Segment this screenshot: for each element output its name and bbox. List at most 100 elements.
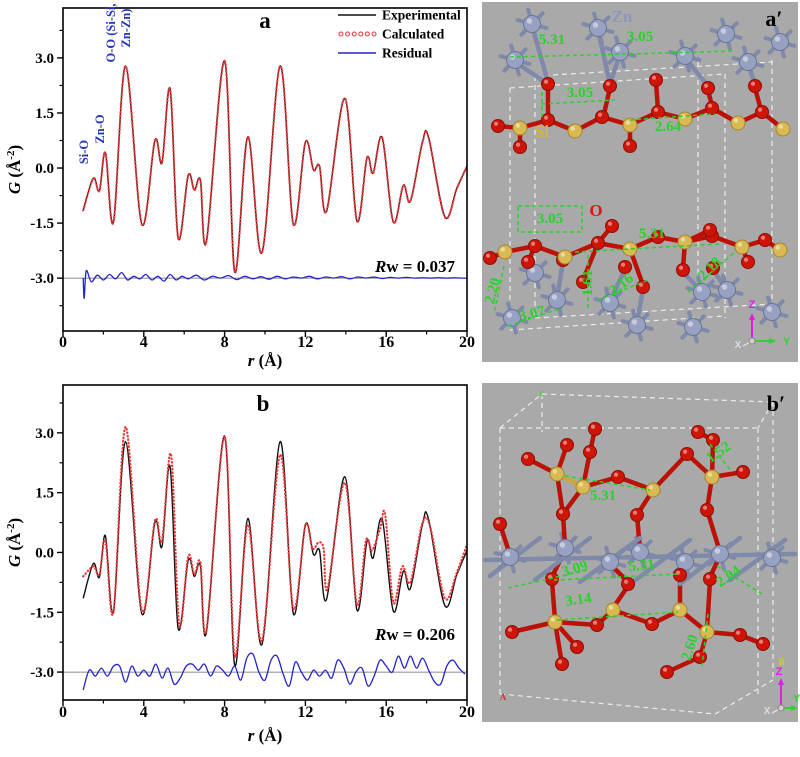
atom-si (547, 614, 563, 630)
unit-cell-edge (534, 61, 773, 77)
atom-o (493, 517, 507, 531)
zn-bond (529, 23, 551, 85)
atom-highlight (550, 617, 556, 622)
atom-highlight (743, 257, 749, 262)
x-tick-label: 16 (378, 704, 394, 721)
atom-o (733, 628, 747, 642)
legend-circle-sample (358, 31, 364, 37)
atom-highlight (693, 427, 699, 432)
unit-cell-edge (534, 303, 773, 319)
atom-highlight (625, 120, 631, 125)
structure-panel-a-prime: 5.31 3.053.052.643.055.311.61 2.162.182.20… (482, 2, 798, 362)
atom-highlight (495, 519, 501, 524)
atom-si (549, 466, 565, 482)
element-label-zn: Zn (612, 7, 633, 26)
atom-si (775, 121, 791, 137)
atom-o (560, 438, 574, 452)
atom-highlight (653, 232, 659, 237)
atom-highlight (647, 619, 653, 624)
atom-highlight (682, 449, 688, 454)
atom-si (734, 239, 750, 255)
atom-highlight (592, 620, 598, 625)
atom-highlight (485, 253, 491, 258)
atom-highlight (613, 472, 619, 477)
rw-value: Rw = 0.037 (374, 257, 456, 276)
x-tick-label: 8 (221, 334, 229, 351)
atom-highlight (675, 570, 681, 575)
atom-o (736, 465, 750, 479)
atom-o (528, 239, 542, 253)
legend-label: Experimental (382, 8, 461, 23)
y-axis-label: Y (793, 693, 800, 705)
atom-o (556, 507, 570, 521)
atom-highlight (504, 551, 511, 557)
atom-highlight (557, 659, 563, 664)
calculated-curve (82, 425, 467, 658)
atom-o (748, 79, 762, 93)
atom-zn (523, 15, 541, 33)
distance-line (716, 565, 763, 595)
y-tick-label: 1.5 (35, 106, 54, 122)
atom-highlight (607, 221, 613, 226)
atom-si (645, 482, 661, 498)
atom-highlight (721, 284, 728, 290)
y-tick-label: 0.0 (35, 161, 54, 177)
atom-zn (589, 19, 607, 37)
residual-curve (82, 269, 467, 299)
y-axis-title: G (Å-2) (5, 145, 24, 194)
atom-highlight (614, 46, 621, 52)
atom-highlight (766, 306, 773, 312)
atom-highlight (720, 28, 727, 34)
atom-o (700, 503, 714, 517)
atom-highlight (695, 652, 701, 657)
distance-label: 3.05 (627, 29, 653, 45)
atom-highlight (590, 424, 596, 429)
plot-frame (62, 384, 468, 701)
atom-si (672, 602, 688, 618)
atom-highlight (604, 556, 611, 562)
atom-o (636, 280, 650, 294)
zn-bond (532, 535, 593, 583)
x-axis-title: r (Å) (248, 351, 282, 370)
atom-highlight (705, 574, 711, 579)
atom-zn (684, 318, 702, 336)
atom-highlight (750, 81, 756, 86)
atom-o (505, 625, 519, 639)
experimental-curve (82, 60, 467, 273)
distance-label: 3.05 (567, 85, 593, 101)
atom-highlight (735, 630, 741, 635)
atom-o (701, 81, 715, 95)
atom-highlight (733, 118, 739, 123)
o-bond (549, 578, 558, 623)
x-tick-label: 20 (459, 704, 475, 721)
atom-highlight (680, 114, 686, 119)
y-axis-title: G (Å-2) (5, 518, 24, 567)
atom-o (621, 577, 635, 591)
atom-highlight (620, 262, 626, 267)
distance-label: 3.07 (517, 303, 547, 325)
peak-annotation: Zn-O (93, 114, 107, 143)
axis-origin (777, 704, 785, 712)
atom-highlight (760, 235, 766, 240)
atom-zn (548, 291, 566, 309)
distance-box (517, 205, 583, 233)
atom-si (704, 469, 720, 485)
distance-line (709, 443, 733, 473)
peak-annotation: O-O (Si-Si, (104, 3, 118, 62)
atom-si (605, 602, 621, 618)
atom-highlight (500, 247, 506, 252)
atom-highlight (506, 312, 513, 318)
x-tick-label: 8 (221, 704, 229, 721)
atom-highlight (623, 579, 629, 584)
atom-zn (739, 53, 757, 71)
atom-highlight (592, 22, 599, 28)
atom-o (555, 657, 569, 671)
atom-highlight (578, 482, 584, 487)
atom-o (611, 470, 625, 484)
atom-o (618, 260, 632, 274)
atom-highlight (493, 121, 499, 126)
y-tick-label: -3.0 (30, 271, 54, 287)
atom-si (567, 123, 583, 139)
atom-highlight (687, 321, 694, 327)
